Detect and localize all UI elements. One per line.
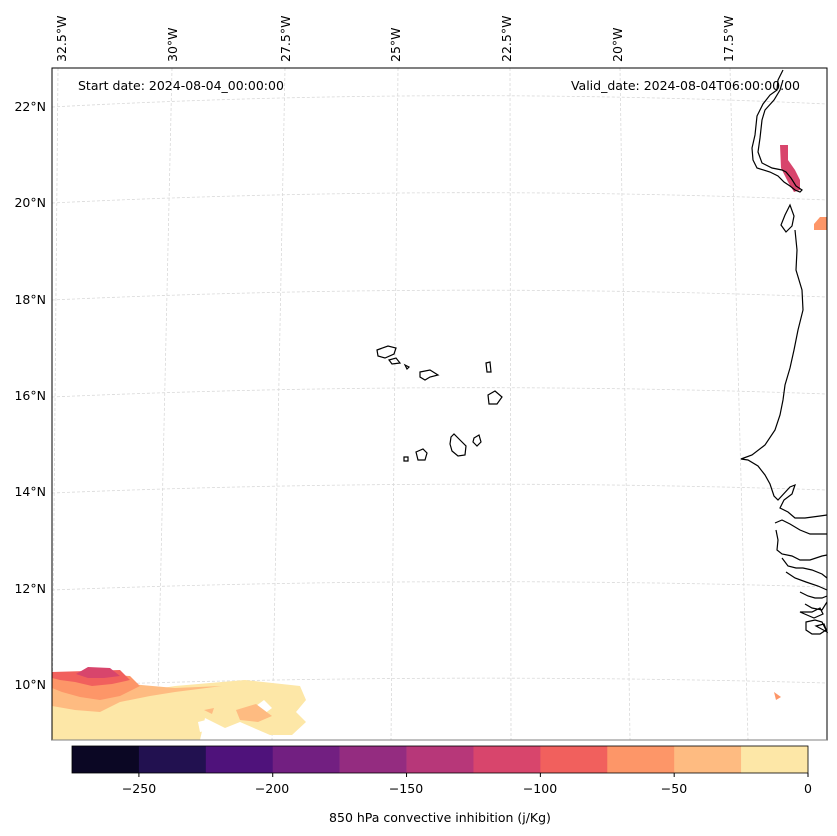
cin-fill-southwest (52, 667, 306, 740)
colorbar-ticks: −250 −200 −150 −100 −50 0 (122, 773, 812, 796)
coastlines (376, 69, 829, 635)
lat-label-12n: 12°N (14, 581, 46, 596)
colorbar-segment (339, 746, 407, 773)
colorbar-frame (71, 745, 809, 774)
colorbar-tick-label: −50 (661, 781, 687, 796)
latitude-labels: 22°N 20°N 18°N 16°N 14°N 12°N 10°N (14, 99, 46, 692)
colorbar: −250 −200 −150 −100 −50 0 850 hPa convec… (71, 745, 812, 825)
colorbar-segment (138, 746, 207, 773)
colorbar-segment (741, 746, 809, 773)
lat-label-22n: 22°N (14, 99, 46, 114)
colorbar-tick-label: −250 (122, 781, 156, 796)
lon-label-17-5w: 17.5°W (721, 16, 736, 62)
colorbar-label: 850 hPa convective inhibition (j/Kg) (329, 810, 551, 825)
colorbar-segment (205, 746, 274, 773)
lon-label-30w: 30°W (165, 27, 180, 62)
map-frame (51, 67, 828, 741)
lon-label-22-5w: 22.5°W (499, 16, 514, 62)
lat-label-14n: 14°N (14, 484, 46, 499)
gridlines (51, 67, 828, 741)
cin-fill-northeast (774, 145, 827, 700)
colorbar-segment (272, 746, 340, 773)
colorbar-tick-label: −100 (523, 781, 557, 796)
longitude-labels: 32.5°W 30°W 27.5°W 25°W 22.5°W 20°W 17.5… (54, 16, 736, 62)
lat-label-20n: 20°N (14, 195, 46, 210)
lon-label-20w: 20°W (610, 27, 625, 62)
colorbar-segments (72, 746, 809, 773)
colorbar-segment (674, 746, 742, 773)
colorbar-tick-label: 0 (804, 781, 812, 796)
colorbar-tick-label: −150 (389, 781, 423, 796)
lon-label-27-5w: 27.5°W (278, 16, 293, 62)
lat-label-16n: 16°N (14, 388, 46, 403)
colorbar-segment (607, 746, 675, 773)
lon-label-32-5w: 32.5°W (54, 16, 69, 62)
colorbar-tick-label: −200 (255, 781, 289, 796)
colorbar-segment (540, 746, 608, 773)
colorbar-segment (473, 746, 541, 773)
valid-date-label: Valid_date: 2024-08-04T06:00:00.00 (571, 78, 800, 93)
colorbar-segment (72, 746, 140, 773)
lat-label-18n: 18°N (14, 292, 46, 307)
start-date-label: Start date: 2024-08-04_00:00:00 (78, 78, 284, 93)
lat-label-10n: 10°N (14, 677, 46, 692)
colorbar-segment (406, 746, 474, 773)
lon-label-25w: 25°W (388, 27, 403, 62)
